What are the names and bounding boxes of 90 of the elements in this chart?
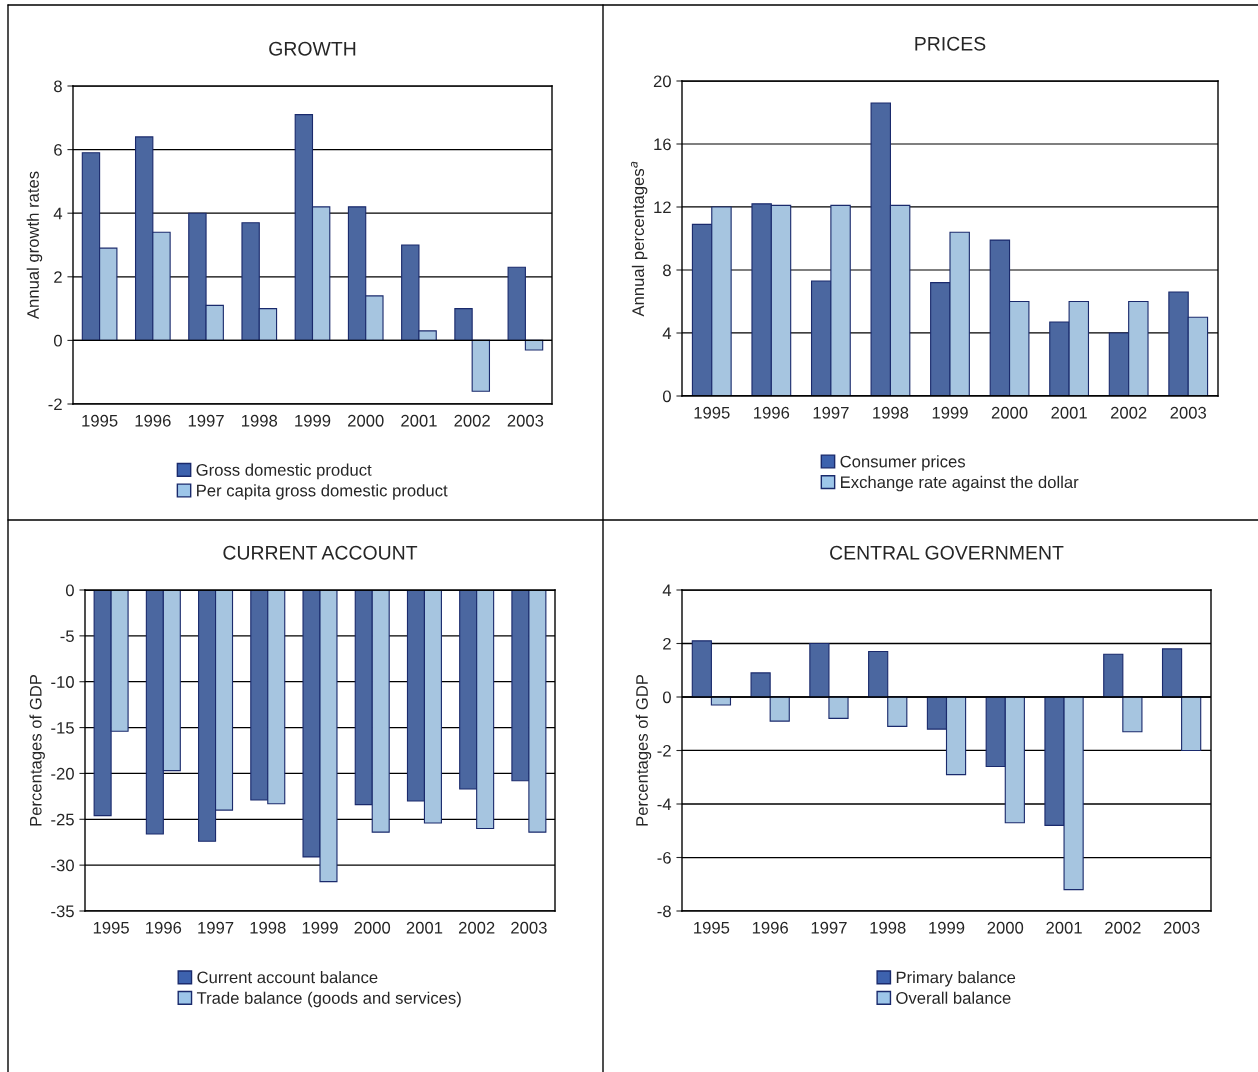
y-tick-label: -20 — [51, 767, 74, 780]
y-tick-label: -5 — [60, 630, 74, 643]
y-tick-label: 16 — [654, 138, 671, 151]
x-tick-label: 2002 — [458, 921, 495, 934]
x-tick-label: 1997 — [188, 414, 224, 427]
x-tick-label: 1998 — [870, 921, 906, 934]
y-tick-label: -15 — [51, 722, 74, 734]
y-tick-label: 2 — [663, 637, 671, 650]
x-tick-label: 2001 — [1051, 406, 1087, 419]
y-tick-label: 0 — [662, 390, 671, 403]
x-tick-label: 1996 — [135, 414, 171, 427]
chart-title: CENTRAL GOVERNMENT — [830, 545, 1064, 560]
legend-label: Gross domestic product — [196, 463, 372, 480]
x-tick-label: 2000 — [354, 921, 391, 934]
chart-title: CURRENT ACCOUNT — [223, 545, 418, 560]
x-tick-label: 1999 — [302, 921, 338, 934]
legend-label: Current account balance — [197, 971, 378, 984]
chart-title: PRICES — [915, 36, 986, 51]
x-tick-label: 2003 — [1163, 921, 1200, 934]
x-tick-label: 2000 — [348, 414, 384, 427]
y-tick-label: 8 — [54, 80, 62, 93]
bar — [750, 672, 771, 698]
x-tick-label: 1998 — [873, 406, 909, 419]
bar — [691, 640, 712, 698]
x-tick-label: 1997 — [813, 406, 849, 419]
bar — [1103, 653, 1124, 698]
x-tick-label: 2002 — [1105, 921, 1141, 934]
x-tick-label: 1997 — [198, 921, 234, 934]
x-tick-label: 1995 — [82, 414, 118, 427]
legend-label: Overall balance — [896, 991, 1011, 1004]
y-tick-label: 20 — [653, 75, 671, 88]
x-tick-label: 2001 — [406, 921, 443, 934]
y-tick-label: 0 — [53, 334, 62, 347]
legend-label: Per capita gross domestic product — [197, 484, 448, 500]
bar — [868, 650, 889, 698]
y-tick-label: -2 — [48, 398, 62, 411]
y-axis-title: Percentages of GDP — [635, 674, 652, 826]
x-tick-label: 1999 — [295, 414, 331, 427]
bar — [1181, 696, 1202, 752]
bar — [887, 696, 908, 727]
y-tick-label: -35 — [51, 905, 74, 918]
x-tick-label: 2002 — [1110, 406, 1147, 419]
x-tick-label: 2000 — [991, 406, 1028, 419]
x-tick-label: 1995 — [93, 921, 129, 934]
x-tick-label: 2003 — [511, 921, 547, 934]
y-tick-label: 4 — [662, 327, 672, 340]
y-tick-label: 12 — [654, 201, 671, 214]
y-tick-label: -2 — [657, 744, 671, 757]
bar — [769, 696, 790, 722]
legend-label: Trade balance (goods and services) — [196, 991, 461, 1008]
y-tick-label: 0 — [65, 584, 74, 597]
x-tick-label: 1999 — [932, 406, 968, 419]
x-tick-label: 2003 — [1170, 406, 1207, 419]
legend-label: Consumer prices — [840, 455, 966, 471]
x-tick-label: 1995 — [694, 921, 730, 934]
x-tick-label: 1995 — [694, 406, 730, 419]
x-tick-label: 1996 — [752, 921, 788, 934]
x-tick-label: 2002 — [454, 414, 490, 427]
legend-label: Primary balance — [896, 971, 1016, 987]
x-tick-label: 2003 — [507, 414, 544, 427]
chart-title: GROWTH — [269, 41, 356, 56]
x-tick-label: 1998 — [242, 414, 278, 427]
x-tick-label: 1999 — [929, 921, 965, 934]
y-tick-label: -10 — [51, 676, 74, 688]
y-tick-label: 4 — [662, 584, 672, 597]
x-tick-label: 1997 — [811, 921, 847, 934]
bar — [1122, 696, 1143, 733]
y-tick-label: -8 — [657, 905, 671, 918]
y-axis-title: Annual growth rates — [26, 171, 43, 320]
y-tick-label: 0 — [662, 691, 671, 704]
y-tick-label: -6 — [657, 851, 671, 864]
y-tick-label: 2 — [54, 271, 62, 283]
bar — [1161, 648, 1183, 698]
x-tick-label: 1996 — [754, 406, 790, 419]
bar — [828, 696, 849, 719]
y-tick-label: 8 — [663, 264, 671, 277]
bar — [809, 642, 830, 698]
y-tick-label: 6 — [54, 144, 62, 156]
y-tick-label: -25 — [51, 813, 74, 826]
x-tick-label: 1998 — [250, 921, 286, 934]
x-tick-label: 1996 — [146, 921, 182, 934]
legend-label: Exchange rate against the dollar — [841, 475, 1079, 492]
x-tick-label: 2000 — [987, 921, 1024, 934]
x-tick-label: 2001 — [1046, 921, 1082, 934]
y-axis-title: Annual percentages$^{a}$ — [630, 161, 648, 317]
y-tick-label: 4 — [53, 207, 63, 220]
y-axis-title: Percentages of GDP — [29, 674, 45, 826]
y-tick-label: -30 — [51, 859, 74, 872]
y-tick-label: -4 — [657, 798, 672, 811]
x-tick-label: 2001 — [401, 414, 437, 427]
